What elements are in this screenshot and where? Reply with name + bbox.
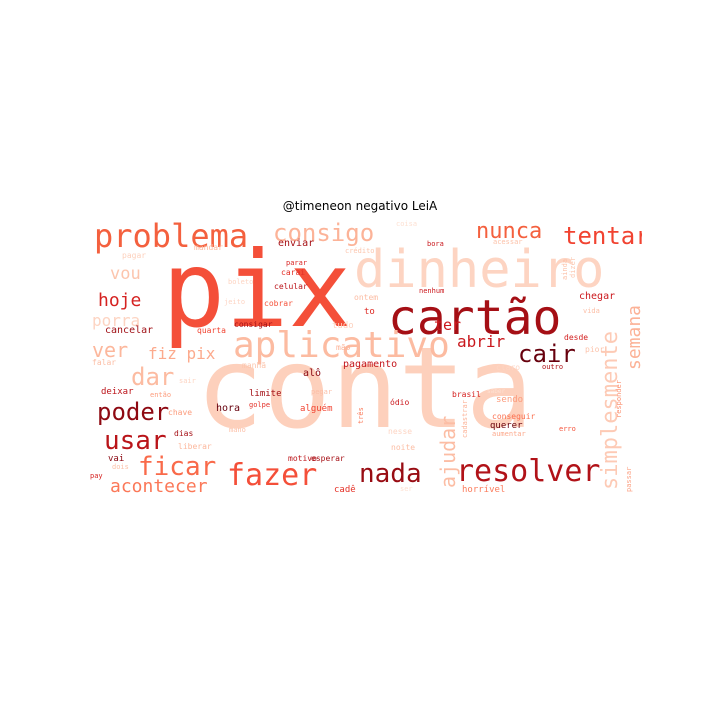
word-tres: três xyxy=(357,407,365,424)
word-pix: pix xyxy=(162,229,352,351)
word-falar: falar xyxy=(92,358,117,367)
word-cloud: conta pix dinheiro cartão aplicativo pro… xyxy=(88,218,642,498)
word-chave: chave xyxy=(168,408,193,417)
word-acessar: acessar xyxy=(493,238,523,246)
word-to: to xyxy=(364,307,375,317)
word-saber: saber xyxy=(487,388,506,395)
word-mandar: mandar xyxy=(194,243,223,252)
word-enviar: enviar xyxy=(278,238,315,249)
word-porra: porra xyxy=(92,311,141,330)
word-credito: crédito xyxy=(345,247,375,255)
word-nada: nada xyxy=(359,459,422,489)
word-bora: bora xyxy=(427,240,444,248)
word-mao: mão xyxy=(336,343,351,352)
word-manha: manhã xyxy=(242,361,267,370)
word-parar: parar xyxy=(286,259,308,267)
word-desde: desde xyxy=(564,333,589,342)
word-hoje: hoje xyxy=(98,290,142,311)
word-limite: limite xyxy=(249,389,282,399)
word-ser: ser xyxy=(400,485,413,493)
word-ficar: ficar xyxy=(138,452,217,482)
word-ajudar: ajudar xyxy=(436,415,460,488)
word-esperar: esperar xyxy=(311,454,345,463)
word-consigo: consigo xyxy=(273,219,375,247)
word-dizer: dizer xyxy=(569,256,577,278)
word-odio: ódio xyxy=(390,398,410,407)
word-chegar: chegar xyxy=(579,291,616,302)
word-nenhum: nenhum xyxy=(419,287,445,295)
word-ver: ver xyxy=(92,338,129,362)
word-pegar: pegar xyxy=(311,388,333,396)
word-dois: dois xyxy=(112,463,129,471)
word-fiz-pix: fiz pix xyxy=(148,344,216,363)
word-resolver: resolver xyxy=(456,454,601,489)
word-sendo: sendo xyxy=(496,395,524,405)
word-hora: hora xyxy=(216,403,241,414)
word-entao: então xyxy=(150,391,172,399)
word-pagamento: pagamento xyxy=(343,359,398,370)
word-vida: vida xyxy=(583,307,600,315)
word-tentar: tentar xyxy=(563,222,642,250)
word-cadastrar: cadastrar xyxy=(461,400,469,438)
word-cair: cair xyxy=(518,340,576,368)
word-celular: celular xyxy=(274,282,308,291)
word-fazer: fazer xyxy=(227,458,318,493)
word-claro: claro xyxy=(496,363,521,372)
word-usar: usar xyxy=(104,426,167,456)
word-horrivel: horrível xyxy=(462,485,506,495)
word-motivo: motivo xyxy=(288,454,317,463)
word-aplicativo: aplicativo xyxy=(233,325,450,366)
word-cobrar: cobrar xyxy=(264,299,293,308)
word-ontem: ontem xyxy=(354,293,379,302)
word-ainda: ainda xyxy=(561,258,569,280)
word-carai: carai xyxy=(281,268,306,277)
word-mano: mano xyxy=(229,426,246,434)
word-acontecer: acontecer xyxy=(110,476,208,497)
word-pay: pay xyxy=(90,472,103,480)
word-aumentar: aumentar xyxy=(492,430,526,438)
word-dias: dias xyxy=(174,429,194,438)
word-conseguir: conseguir xyxy=(492,412,536,421)
word-dinheiro: dinheiro xyxy=(354,240,605,300)
word-brasil: brasil xyxy=(452,390,481,399)
word-coisa: coisa xyxy=(396,220,418,228)
word-responder: responder xyxy=(615,380,623,418)
word-dar: dar xyxy=(131,363,175,391)
word-abrir: abrir xyxy=(457,332,506,351)
word-noite: noite xyxy=(391,443,416,452)
word-vou: vou xyxy=(110,264,141,284)
word-conta: conta xyxy=(196,324,534,454)
word-problema: problema xyxy=(94,218,249,255)
word-pior: pior xyxy=(585,345,605,354)
word-boleto: boleto xyxy=(228,278,254,286)
word-alo: alô xyxy=(303,368,322,379)
word-nesse: nesse xyxy=(388,427,413,436)
word-cartao: cartão xyxy=(388,290,562,346)
word-querer: querer xyxy=(490,421,523,431)
word-semana: semana xyxy=(624,304,642,370)
word-nunca: nunca xyxy=(476,219,543,244)
word-erro: erro xyxy=(559,425,576,433)
word-outro: outro xyxy=(542,363,564,371)
figure-title: @timeneon negativo LeiA xyxy=(282,199,438,213)
word-deixar: deixar xyxy=(101,387,134,397)
word-sair: sair xyxy=(179,377,196,385)
word-consigar: consigar xyxy=(234,320,273,329)
word-quarta: quarta xyxy=(197,326,226,335)
word-alguem: alguém xyxy=(300,404,333,414)
word-pagar: pagar xyxy=(122,251,147,260)
word-passar: passar xyxy=(625,466,633,492)
word-golpe: golpe xyxy=(249,401,271,409)
word-poder: poder xyxy=(97,398,170,426)
word-ter: ter xyxy=(434,316,462,334)
word-cade: cadê xyxy=(334,485,356,495)
word-cancelar: cancelar xyxy=(105,325,154,336)
word-jeito: jeito xyxy=(224,298,246,306)
word-liberar: liberar xyxy=(178,442,212,451)
word-vai: vai xyxy=(108,454,125,464)
word-tudo: tudo xyxy=(332,321,354,331)
